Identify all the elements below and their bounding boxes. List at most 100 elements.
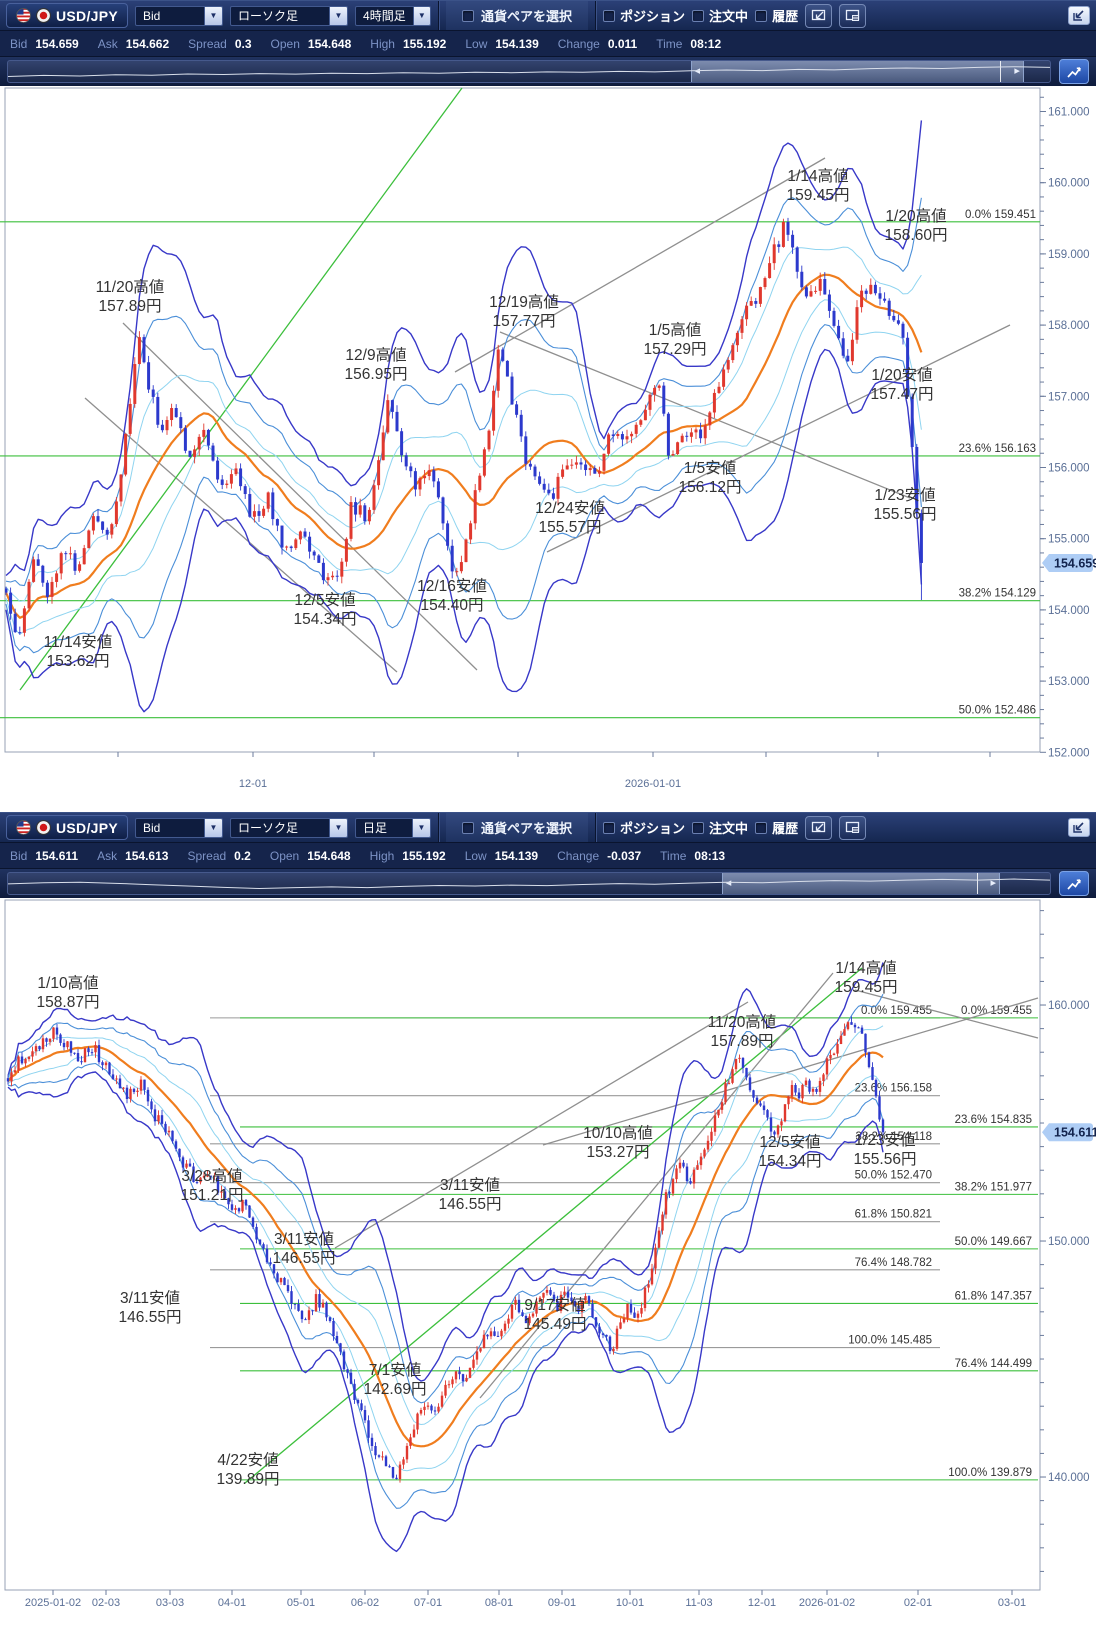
orders-toggle[interactable]: 注文中 [692,818,748,837]
y-axis-label: 158.000 [1048,320,1090,332]
orders-toggle[interactable]: 注文中 [692,6,748,25]
chart-list-button[interactable] [839,3,867,28]
chart-order-button[interactable] [805,3,833,28]
trendline [499,331,911,499]
history-checkbox[interactable] [755,821,768,834]
candle [762,1105,766,1111]
annotation-label: 1/14高値 159.45円 [835,959,898,996]
candle [294,539,298,549]
candle [297,1304,300,1311]
candle [825,1058,829,1075]
candle [124,433,128,475]
annotation-label: 1/23安値 155.56円 [854,1131,917,1168]
candle [636,1313,640,1318]
collapse-panel-button[interactable] [1068,6,1090,25]
candle [791,234,795,248]
candle [694,429,698,433]
candle [193,449,197,457]
candle [492,390,496,431]
candle [62,1042,66,1048]
chart-list-button[interactable] [839,815,867,840]
candle [188,450,192,457]
candle [682,1162,685,1167]
collapse-panel-button[interactable] [1068,818,1090,837]
candle [110,524,114,535]
candle [381,1456,384,1458]
candle [528,1316,531,1324]
orders-checkbox[interactable] [692,821,705,834]
price-chart-svg-4h[interactable]: 161.000 160.000 159.000 158.000 157.000 156.0… [0,86,1096,812]
candle [657,1230,661,1248]
candle [547,489,551,494]
stat-value: 08:12 [690,36,722,51]
candle [503,1323,507,1331]
candle [883,298,887,301]
fib-label: 61.8% 147.357 [955,1290,1032,1302]
price-type-select[interactable]: Bid ▼ [135,817,224,838]
chart-order-button[interactable] [805,815,833,840]
stat-label: Ask [97,848,118,863]
y-axis-label: 161.000 [1048,106,1090,118]
candle [776,1125,780,1135]
annotation-label: 11/20高値 157.89円 [708,1013,777,1050]
select-pair-checkbox[interactable] [462,9,475,22]
timeframe-select[interactable]: 4時間足 ▼ [355,5,432,26]
select-pair-checkbox[interactable] [462,821,475,834]
navigator-expand-button[interactable] [1059,871,1089,896]
currency-pair-chip[interactable]: USD/JPY [6,3,129,28]
positions-toggle[interactable]: ポジション [603,6,685,25]
candle [919,513,923,563]
positions-label: ポジション [620,9,686,24]
quote-stats-bar: Bid 154.659 Ask 154.662 Spread 0.3 Open 154.… [0,30,1096,56]
chart-type-select[interactable]: ローソク足 ▼ [230,5,349,26]
price-chart-svg-daily[interactable]: 160.000 150.000 140.000 2025-01-02 02-03 03-0… [0,898,1096,1628]
x-axis-label: 12-01 [239,778,267,790]
positions-toggle[interactable]: ポジション [603,818,685,837]
trendline [19,87,463,691]
candle [326,577,330,581]
candle [413,471,417,490]
history-toggle[interactable]: 履歴 [755,818,798,837]
navigator-selection[interactable]: ◂ ▸ [721,873,1000,894]
candle [272,1264,276,1274]
candle [45,1038,48,1042]
candle [699,1156,703,1166]
price-type-select[interactable]: Bid ▼ [135,5,224,26]
candle [419,1410,423,1414]
candle [745,1067,748,1078]
candle [524,436,528,464]
navigator-expand-button[interactable] [1059,59,1089,84]
select-pair-tile[interactable]: 通貨ペアを選択 [446,813,589,842]
candle [354,502,358,515]
candle [423,1406,426,1411]
navigator-track[interactable]: ◂ ▸ [7,60,1051,83]
history-toggle[interactable]: 履歴 [755,6,798,25]
orders-checkbox[interactable] [692,9,705,22]
candle [213,1175,216,1177]
annotation-label: 1/10高値 158.87円 [37,974,100,1011]
history-checkbox[interactable] [755,9,768,22]
candle [643,1287,647,1309]
candle [41,1038,45,1050]
candle [850,339,854,362]
positions-checkbox[interactable] [603,821,616,834]
candle [241,1199,244,1212]
current-price-badge: 154.659 [1042,553,1096,572]
currency-pair-chip[interactable]: USD/JPY [6,815,129,840]
candle [727,1082,731,1084]
candle [370,1437,374,1447]
chart-type-select[interactable]: ローソク足 ▼ [230,817,349,838]
positions-checkbox[interactable] [603,9,616,22]
candle [801,1084,804,1099]
navigator-track[interactable]: ◂ ▸ [7,872,1051,895]
navigator-right-handle-icon[interactable]: ▸ [1014,65,1020,77]
navigator-left-handle-icon[interactable]: ◂ [725,877,732,889]
candle [489,1331,493,1337]
timeframe-select[interactable]: 日足 ▼ [355,817,432,838]
candle [426,1405,430,1407]
navigator-right-handle-icon[interactable]: ▸ [990,877,996,889]
bollinger-band [5,120,923,577]
select-pair-tile[interactable]: 通貨ペアを選択 [446,1,589,30]
candle [416,1413,419,1430]
